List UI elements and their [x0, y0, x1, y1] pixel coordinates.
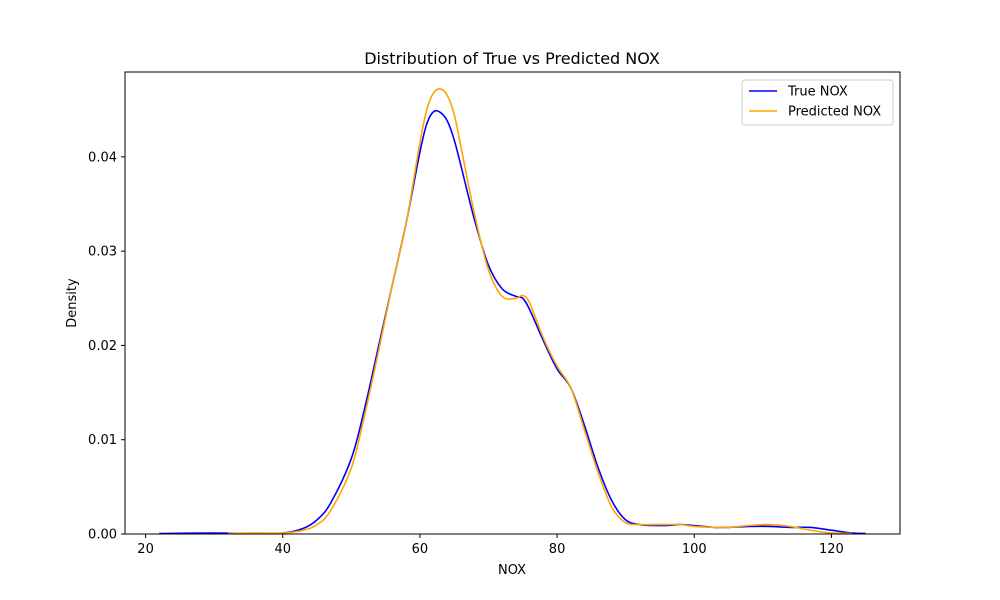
series-line-2 — [227, 88, 853, 535]
x-axis-label: NOX — [498, 563, 526, 578]
legend-label-2: Predicted NOX — [788, 105, 881, 120]
x-tick-label: 120 — [819, 542, 844, 557]
x-tick-label: 80 — [549, 542, 566, 557]
y-axis-label: Density — [65, 278, 80, 328]
x-tick-label: 60 — [412, 542, 429, 557]
plot-area — [124, 71, 901, 535]
legend-label-1: True NOX — [787, 85, 848, 100]
y-tick-label: 0.03 — [88, 245, 117, 260]
y-tick-label: 0.02 — [88, 339, 117, 354]
plot-frame — [124, 71, 901, 535]
legend-box — [741, 79, 894, 126]
x-tick-label: 40 — [274, 542, 291, 557]
chart-title: Distribution of True vs Predicted NOX — [364, 49, 660, 68]
legend: True NOX Predicted NOX — [741, 79, 894, 126]
series-layer — [159, 88, 866, 535]
x-axis-ticks: 20 40 60 80 100 120 — [137, 534, 844, 557]
y-axis-ticks: 0.00 0.01 0.02 0.03 0.04 — [88, 150, 125, 543]
y-tick-label: 0.00 — [88, 528, 117, 543]
x-tick-label: 100 — [682, 542, 707, 557]
y-tick-label: 0.01 — [88, 433, 117, 448]
x-tick-label: 20 — [137, 542, 154, 557]
y-tick-label: 0.04 — [88, 150, 117, 165]
